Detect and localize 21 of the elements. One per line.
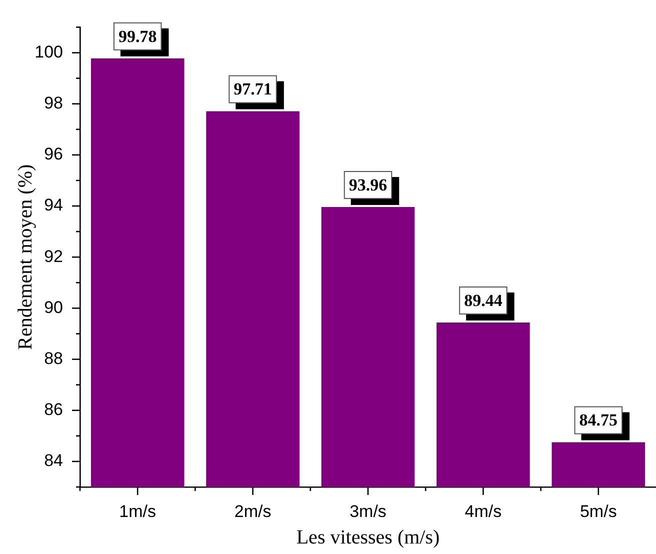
- y-tick-label: 90: [44, 298, 63, 317]
- y-axis-title: Rendement moyen (%): [14, 164, 36, 350]
- y-tick-label: 86: [44, 400, 63, 420]
- y-tick-label: 100: [34, 42, 63, 62]
- x-axis-title: Les vitesses (m/s): [296, 526, 440, 548]
- y-tick-label: 88: [44, 348, 63, 368]
- x-tick-label: 2m/s: [234, 502, 272, 521]
- y-tick-label: 96: [44, 144, 63, 164]
- data-label: 93.96: [348, 175, 388, 194]
- y-tick-label: 84: [44, 451, 63, 470]
- data-label: 99.78: [118, 26, 157, 46]
- data-label: 97.71: [234, 80, 272, 99]
- y-tick-label: 92: [44, 246, 63, 266]
- x-tick-label: 3m/s: [350, 502, 386, 521]
- data-label: 84.75: [579, 410, 618, 430]
- x-tick-label: 4m/s: [464, 502, 502, 521]
- data-label: 89.44: [464, 290, 503, 310]
- x-tick-label: 5m/s: [580, 502, 617, 521]
- y-tick-label: 98: [44, 94, 63, 113]
- x-tick-label: 1m/s: [119, 502, 156, 521]
- y-tick-label: 94: [44, 196, 63, 215]
